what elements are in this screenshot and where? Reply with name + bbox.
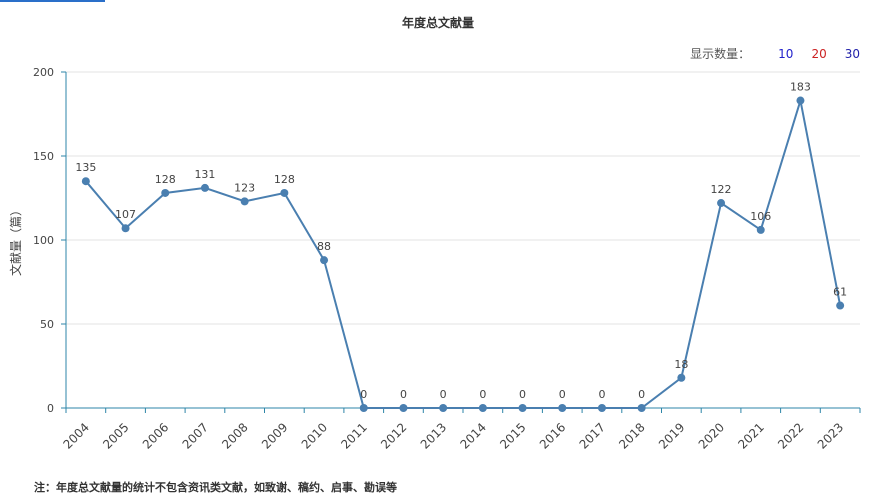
count-option-10[interactable]: 10: [778, 46, 794, 61]
x-tick-label: 2004: [60, 420, 91, 451]
data-label: 0: [400, 388, 407, 401]
count-option-20[interactable]: 20: [811, 46, 827, 61]
x-tick-label: 2005: [100, 420, 131, 451]
data-point: [240, 197, 249, 206]
x-tick-label: 2021: [735, 420, 766, 451]
x-tick-label: 2018: [616, 420, 647, 451]
data-point: [359, 404, 368, 412]
x-tick-label: 2019: [656, 420, 687, 451]
x-tick-label: 2013: [418, 420, 449, 451]
data-point: [320, 256, 329, 265]
data-label: 122: [711, 183, 732, 196]
data-point: [439, 404, 448, 412]
y-tick-label: 50: [40, 318, 54, 331]
x-tick-label: 2017: [577, 420, 608, 451]
data-point: [399, 404, 408, 412]
data-label: 183: [790, 81, 811, 94]
x-tick-label: 2014: [457, 420, 488, 451]
y-tick-label: 150: [33, 150, 54, 163]
data-label: 0: [519, 388, 526, 401]
x-tick-label: 2023: [815, 420, 846, 451]
data-point: [518, 404, 527, 412]
data-point: [200, 183, 209, 192]
display-count-label: 显示数量：: [690, 47, 751, 61]
series-line: [85, 100, 842, 409]
data-point: [836, 301, 845, 310]
data-label: 123: [234, 181, 255, 194]
data-point: [796, 96, 805, 105]
data-label: 131: [194, 168, 215, 181]
x-tick-label: 2012: [378, 420, 409, 451]
data-label: 107: [115, 208, 136, 221]
data-point: [81, 177, 90, 186]
data-label: 0: [598, 388, 605, 401]
data-label: 128: [274, 173, 295, 186]
data-label: 18: [674, 358, 688, 371]
data-label: 88: [317, 240, 331, 253]
x-tick-label: 2016: [537, 420, 568, 451]
data-label: 0: [479, 388, 486, 401]
x-tick-label: 2008: [219, 420, 250, 451]
data-label: 0: [559, 388, 566, 401]
x-tick-label: 2009: [259, 420, 290, 451]
y-axis-label: 文献量（篇）: [8, 204, 23, 276]
data-label: 128: [155, 173, 176, 186]
data-point: [121, 224, 130, 233]
y-tick-label: 200: [33, 66, 54, 79]
top-accent-bar: [0, 0, 105, 2]
y-tick-label: 100: [33, 234, 54, 247]
line-chart: 0 50 100 150 200 2004 2005 2006 2007 2008 2009 2010…: [8, 66, 861, 452]
data-point: [677, 373, 686, 382]
data-label: 0: [360, 388, 367, 401]
data-point: [637, 404, 646, 412]
data-label: 135: [75, 161, 96, 174]
x-tick-label: 2022: [775, 420, 806, 451]
x-tick-label: 2010: [299, 420, 330, 451]
x-tick-label: 2007: [180, 420, 211, 451]
data-label: 0: [638, 388, 645, 401]
footnote: 注：年度总文献量的统计不包含资讯类文献，如致谢、稿约、启事、勘误等: [34, 481, 397, 494]
data-point: [558, 404, 567, 412]
x-tick-label: 2011: [338, 420, 369, 451]
data-point: [280, 188, 289, 197]
display-count-selector: 显示数量： 10 20 30: [690, 45, 860, 62]
count-option-30[interactable]: 30: [844, 46, 860, 61]
x-tick-label: 2020: [696, 420, 727, 451]
chart-title: 年度总文献量: [401, 16, 474, 30]
data-label: 61: [833, 286, 847, 299]
data-point: [756, 225, 765, 234]
data-label: 106: [750, 210, 771, 223]
data-label: 0: [440, 388, 447, 401]
data-point: [717, 199, 726, 208]
data-point: [161, 188, 170, 197]
data-point: [478, 404, 487, 412]
data-point: [597, 404, 606, 412]
x-tick-label: 2006: [140, 420, 171, 451]
x-tick-label: 2015: [497, 420, 528, 451]
y-tick-label: 0: [47, 402, 54, 415]
